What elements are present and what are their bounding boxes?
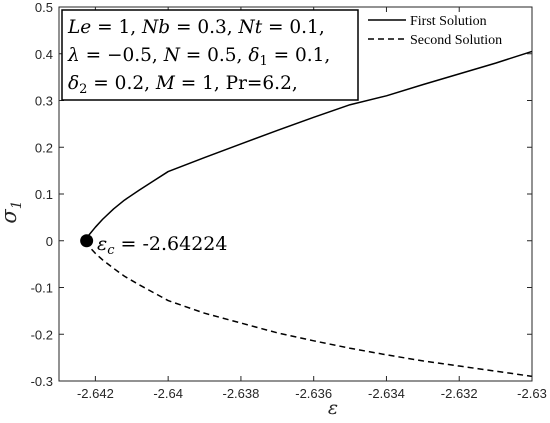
- y-tick-label: 0.2: [35, 140, 53, 155]
- x-tick-label: -2.632: [441, 386, 478, 401]
- x-tick-label: -2.636: [295, 386, 332, 401]
- y-tick-label: 0.4: [35, 47, 53, 62]
- annotation-frame: [61, 9, 359, 101]
- x-tick-label: -2.63: [517, 386, 547, 401]
- first-solution-line: [85, 50, 533, 242]
- y-tick-label: 0.1: [35, 187, 53, 202]
- y-axis-label-symbol: σ: [0, 209, 21, 224]
- annotation-segment: δ: [248, 45, 259, 66]
- annotation-segment: 1: [259, 54, 267, 69]
- annotation-segment: M: [155, 73, 176, 94]
- annotation-segment: = 0.1,: [268, 45, 331, 66]
- x-tick-label: -2.634: [368, 386, 405, 401]
- annotation-segment: N: [163, 45, 181, 66]
- annotation-segment: λ: [67, 45, 80, 66]
- critical-point-label: εc = -2.64224: [97, 233, 227, 258]
- x-tick-label: -2.638: [222, 386, 259, 401]
- critical-label-symbol: ε: [97, 233, 107, 255]
- annotation-segment: = 1, Pr=6.2,: [175, 73, 298, 94]
- critical-label-subscript: c: [107, 243, 115, 258]
- y-axis-label-subscript: 1: [9, 200, 25, 209]
- critical-label-value: = -2.64224: [114, 233, 227, 255]
- legend-label-second: Second Solution: [410, 33, 502, 48]
- second-solution-line: [85, 240, 533, 378]
- annotation-segment: Le: [67, 17, 91, 38]
- annotation-segment: Nb: [141, 17, 170, 38]
- annotation-segment: Nt: [238, 17, 263, 38]
- annotation-line-3: δ2 = 0.2, M = 1, Pr=6.2,: [68, 73, 298, 97]
- tick-layer: -2.642 -2.64 -2.638 -2.636 -2.634 -2.632 -2.63…: [31, 0, 547, 401]
- y-tick-label: -0.2: [31, 327, 53, 342]
- parameter-annotation-box: Le = 1, Nb = 0.3, Nt = 0.1, λ = −0.5, N …: [61, 9, 359, 101]
- annotation-segment: = 0.1,: [262, 17, 325, 38]
- y-tick-label: 0.3: [35, 94, 53, 109]
- legend: First Solution Second Solution: [368, 14, 502, 48]
- x-axis-label: ε: [328, 397, 338, 419]
- legend-label-first: First Solution: [410, 14, 487, 29]
- y-tick-label: 0: [46, 234, 53, 249]
- annotation-segment: 2: [79, 82, 87, 97]
- x-tick-label: -2.64: [153, 386, 183, 401]
- y-tick-label: -0.1: [31, 281, 53, 296]
- annotation-segment: = −0.5,: [80, 45, 164, 66]
- critical-point-marker: [80, 234, 94, 248]
- y-axis-label: σ1: [0, 200, 25, 223]
- y-tick-label: 0.5: [35, 0, 53, 15]
- annotation-segment: = 0.3,: [170, 17, 238, 38]
- annotation-line-1: Le = 1, Nb = 0.3, Nt = 0.1,: [67, 17, 325, 38]
- x-tick-label: -2.642: [77, 386, 114, 401]
- annotation-segment: = 0.2,: [87, 73, 155, 94]
- annotation-segment: = 0.5,: [180, 45, 248, 66]
- annotation-segment: = 1,: [91, 17, 142, 38]
- annotation-line-2: λ = −0.5, N = 0.5, δ1 = 0.1,: [67, 45, 330, 69]
- annotation-segment: δ: [68, 73, 79, 94]
- y-tick-label: -0.3: [31, 374, 53, 389]
